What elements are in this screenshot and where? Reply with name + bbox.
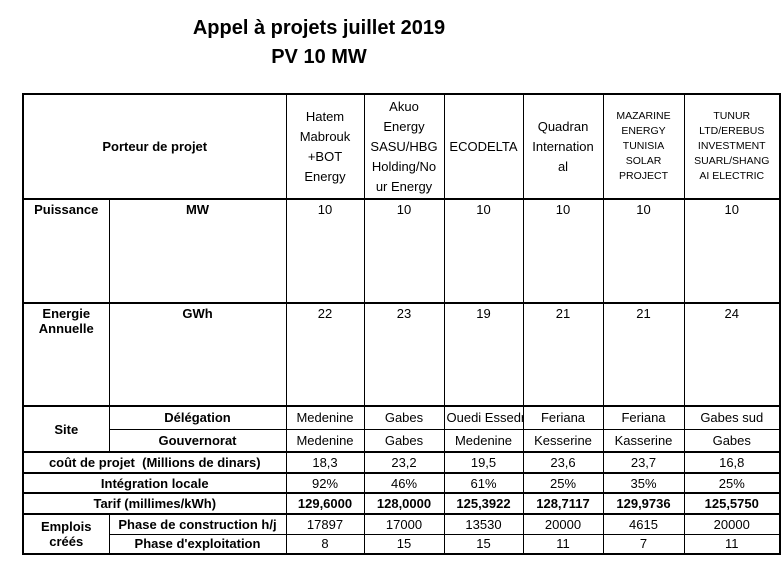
cout-value: 23,7 <box>602 451 685 474</box>
gouvernorat-value: Gabes <box>363 428 445 453</box>
porteur-de-projet-header: Porteur de projet <box>22 93 287 200</box>
integration-value: 61% <box>443 472 524 494</box>
company-header-quadran: Quadran Internation al <box>522 93 604 200</box>
row-gouvernorat: Gouvernorat Medenine Gabes Medenine Kess… <box>23 428 781 453</box>
row-label-phase-exploitation: Phase d'exploitation <box>108 533 287 555</box>
exploitation-value: 8 <box>285 533 365 555</box>
group-label-energie-annuelle: Energie Annuelle <box>22 302 110 407</box>
gouvernorat-value: Kasserine <box>602 428 685 453</box>
energie-value: 22 <box>285 302 365 407</box>
exploitation-value: 15 <box>363 533 445 555</box>
tarif-value: 128,7117 <box>522 492 604 515</box>
group-label-puissance: Puissance <box>22 198 110 304</box>
company-header-akuo-energy: Akuo Energy SASU/HBG Holding/No ur Energ… <box>363 93 445 200</box>
construction-value: 13530 <box>443 513 524 535</box>
group-label-site: Site <box>22 405 110 453</box>
gouvernorat-value: Medenine <box>285 428 365 453</box>
construction-value: 17897 <box>285 513 365 535</box>
company-header-hatem-mabrouk: Hatem Mabrouk +BOT Energy <box>285 93 365 200</box>
integration-value: 92% <box>285 472 365 494</box>
row-phase-construction: Emplois créés Phase de construction h/j … <box>22 513 781 555</box>
row-label-gouvernorat: Gouvernorat <box>108 428 287 453</box>
construction-value: 20000 <box>522 513 604 535</box>
integration-value: 25% <box>522 472 604 494</box>
delegation-value: Medenine <box>285 405 365 430</box>
puissance-value: 10 <box>285 198 365 304</box>
energie-value: 19 <box>443 302 524 407</box>
group-label-emplois-crees: Emplois créés <box>22 513 110 555</box>
company-header-tunur: TUNUR LTD/EREBUS INVESTMENT SUARL/SHANG … <box>683 93 781 200</box>
row-integration-locale: Intégration locale 92% 46% 61% 25% 35% 2… <box>22 472 781 494</box>
row-label-phase-construction: Phase de construction h/j <box>108 513 287 535</box>
tarif-value: 128,0000 <box>363 492 445 515</box>
integration-value: 46% <box>363 472 445 494</box>
exploitation-value: 7 <box>602 533 685 555</box>
gouvernorat-value: Medenine <box>443 428 524 453</box>
delegation-value: Feriana <box>602 405 685 430</box>
tarif-value: 129,9736 <box>602 492 685 515</box>
cout-value: 19,5 <box>443 451 524 474</box>
cout-value: 23,6 <box>522 451 604 474</box>
page-title: Appel à projets juillet 2019 PV 10 MW <box>0 14 638 72</box>
exploitation-value: 11 <box>522 533 604 555</box>
energie-value: 23 <box>363 302 445 407</box>
exploitation-value: 15 <box>443 533 524 555</box>
cout-value: 23,2 <box>363 451 445 474</box>
title-line-1: Appel à projets juillet 2019 <box>192 17 446 39</box>
puissance-value: 10 <box>522 198 604 304</box>
header-row: Porteur de projet Hatem Mabrouk +BOT Ene… <box>22 93 781 200</box>
cout-value: 18,3 <box>285 451 365 474</box>
construction-value: 20000 <box>683 513 781 535</box>
puissance-value: 10 <box>443 198 524 304</box>
energie-value: 21 <box>522 302 604 407</box>
gouvernorat-value: Kesserine <box>522 428 604 453</box>
projects-table: Porteur de projet Hatem Mabrouk +BOT Ene… <box>22 93 781 555</box>
delegation-value: Feriana <box>522 405 604 430</box>
integration-value: 25% <box>683 472 781 494</box>
row-cout-de-projet: coût de projet (Millions de dinars) 18,3… <box>22 451 781 474</box>
exploitation-value: 11 <box>683 533 781 555</box>
unit-label-mw: MW <box>108 198 287 304</box>
row-tarif: Tarif (millimes/kWh) 129,6000 128,0000 1… <box>22 492 781 515</box>
tarif-value: 125,5750 <box>683 492 781 515</box>
integration-value: 35% <box>602 472 685 494</box>
row-label-integration-locale: Intégration locale <box>22 472 287 494</box>
row-delegation: Site Délégation Medenine Gabes Ouedi Ess… <box>22 405 781 453</box>
unit-label-gwh: GWh <box>108 302 287 407</box>
puissance-value: 10 <box>363 198 445 304</box>
puissance-value: 10 <box>683 198 781 304</box>
delegation-value: Gabes <box>363 405 445 430</box>
construction-value: 4615 <box>602 513 685 535</box>
tarif-value: 125,3922 <box>443 492 524 515</box>
row-label-tarif: Tarif (millimes/kWh) <box>22 492 287 515</box>
row-label-cout-de-projet: coût de projet (Millions de dinars) <box>22 451 287 474</box>
gouvernorat-value: Gabes <box>683 428 781 453</box>
energie-value: 24 <box>683 302 781 407</box>
energie-value: 21 <box>602 302 685 407</box>
row-phase-exploitation: Phase d'exploitation 8 15 15 11 7 11 <box>23 533 781 555</box>
delegation-value: Gabes sud <box>683 405 781 430</box>
cout-value: 16,8 <box>683 451 781 474</box>
row-energie-annuelle: Energie Annuelle GWh 22 23 19 21 21 24 <box>22 302 781 407</box>
row-puissance: Puissance MW 10 10 10 10 10 10 <box>22 198 781 304</box>
puissance-value: 10 <box>602 198 685 304</box>
delegation-value: Ouedi Essedre <box>443 405 524 430</box>
company-header-mazarine: MAZARINE ENERGY TUNISIA SOLAR PROJECT <box>602 93 685 200</box>
row-label-delegation: Délégation <box>108 405 287 430</box>
construction-value: 17000 <box>363 513 445 535</box>
company-header-ecodelta: ECODELTA <box>443 93 524 200</box>
title-line-2: PV 10 MW <box>271 46 367 68</box>
tarif-value: 129,6000 <box>285 492 365 515</box>
